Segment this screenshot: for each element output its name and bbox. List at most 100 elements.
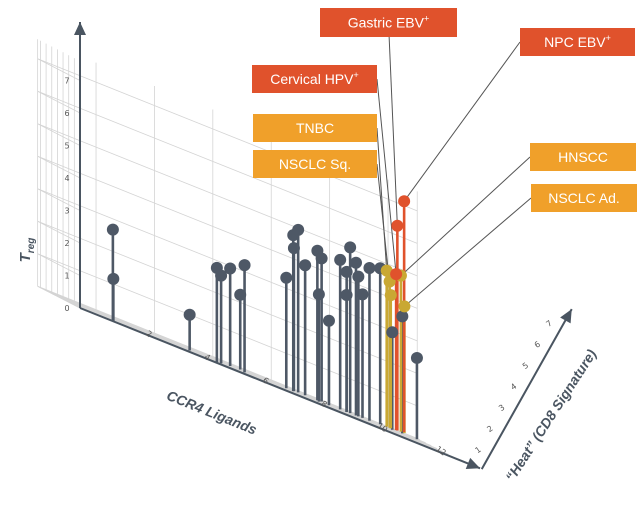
callout-box xyxy=(530,143,636,171)
back-wall-grid-line xyxy=(37,123,418,277)
y-axis-arrow xyxy=(74,22,86,35)
x-tick-label: 6 xyxy=(261,376,270,386)
callout-label-text: Cervical HPV xyxy=(270,71,354,87)
data-point xyxy=(234,288,247,301)
data-point xyxy=(299,259,312,272)
left-wall-grid-line xyxy=(37,253,81,276)
z-tick-label: 4 xyxy=(509,382,518,392)
y-axis-title-main: T xyxy=(17,251,34,262)
data-point xyxy=(238,259,251,272)
x-axis-arrow xyxy=(465,457,481,470)
back-wall-grid-line xyxy=(37,90,418,244)
callout-label-sup: + xyxy=(606,33,611,43)
floor-grid-line xyxy=(51,293,432,446)
lollipop-stems xyxy=(111,201,419,440)
callout-label-text: NSCLC Sq. xyxy=(279,156,351,172)
data-point xyxy=(396,310,409,323)
callout-box xyxy=(252,65,377,93)
callout-box xyxy=(520,28,635,56)
callout-label-text: HNSCC xyxy=(558,149,608,165)
data-point xyxy=(356,288,369,301)
data-point xyxy=(334,253,347,266)
data-point xyxy=(380,264,393,277)
y-tick-label: 6 xyxy=(64,109,69,118)
callout-label: NSCLC Ad. xyxy=(548,190,620,206)
callout-label-text: NSCLC Ad. xyxy=(548,190,620,206)
y-tick-label: 3 xyxy=(64,207,69,216)
data-point xyxy=(352,270,365,283)
data-point xyxy=(390,268,403,281)
callout-box xyxy=(253,150,377,178)
y-tick-label: 7 xyxy=(64,77,69,86)
data-point xyxy=(107,272,120,285)
z-tick-label: 1 xyxy=(473,445,482,455)
data-point xyxy=(287,242,300,255)
left-wall-grid-line xyxy=(37,58,81,81)
floor-grid-line xyxy=(62,298,443,452)
floor-grid-line xyxy=(68,301,449,455)
callout-label-text: NPC EBV xyxy=(544,34,606,50)
y-tick-label: 2 xyxy=(64,239,69,248)
data-point xyxy=(349,256,362,269)
data-point xyxy=(391,219,404,232)
data-point xyxy=(398,195,411,208)
z-axis-arrow xyxy=(560,309,572,324)
floor-grid-line xyxy=(57,296,438,449)
axes xyxy=(74,22,573,470)
data-point xyxy=(312,288,325,301)
data-point xyxy=(340,288,353,301)
callouts: Gastric EBV+NPC EBV+Cervical HPV+TNBCNSC… xyxy=(252,8,637,212)
callout-label-sup: + xyxy=(353,70,358,80)
data-point xyxy=(106,223,119,236)
z-tick-label: 7 xyxy=(545,319,554,329)
callout-leader-line xyxy=(376,127,388,271)
y-axis-title-sub: reg xyxy=(26,238,37,254)
x-tick-label: 12 xyxy=(434,444,448,457)
z-tick-label: 6 xyxy=(533,340,542,350)
callout-leaders xyxy=(376,22,532,307)
data-point xyxy=(344,241,357,254)
back-wall-grid-line xyxy=(37,220,418,374)
callout-label: NPC EBV+ xyxy=(544,33,611,50)
data-point xyxy=(183,308,196,321)
callout-label-text: Gastric EBV xyxy=(348,15,425,31)
callout-label-text: TNBC xyxy=(296,120,334,136)
back-wall-grid-line xyxy=(37,253,418,407)
callout-box xyxy=(531,184,637,212)
x-axis-line xyxy=(79,307,481,470)
back-wall-grid-line xyxy=(37,58,418,212)
z-tick-label: 3 xyxy=(497,403,506,413)
data-point xyxy=(386,326,399,339)
left-wall-grid-line xyxy=(37,155,81,179)
left-wall-grid-line xyxy=(37,188,81,211)
callout-box xyxy=(253,114,377,142)
back-wall-grid-line xyxy=(37,285,418,439)
x-tick-label: 4 xyxy=(203,352,212,362)
left-wall-grid-line xyxy=(37,90,81,114)
data-point xyxy=(315,252,328,265)
callout-leader-line xyxy=(388,22,398,226)
callout-box xyxy=(320,8,457,37)
data-point xyxy=(398,300,411,313)
z-axis-title: “Heat” (CD8 Signature) xyxy=(502,346,599,484)
y-tick-label: 4 xyxy=(64,174,69,183)
z-axis-line xyxy=(480,308,573,470)
data-point xyxy=(363,261,376,274)
data-point xyxy=(280,271,293,284)
callout-leader-line xyxy=(400,156,531,276)
back-wall-grid-line xyxy=(37,155,418,309)
callout-label-sup: + xyxy=(424,14,429,24)
data-point xyxy=(292,223,305,236)
y-tick-label: 1 xyxy=(64,272,69,281)
callout-leader-line xyxy=(376,78,397,275)
z-tick-label: 2 xyxy=(485,424,494,434)
callout-label: NSCLC Sq. xyxy=(279,156,351,172)
callout-leader-line xyxy=(404,197,532,307)
data-point xyxy=(224,262,237,275)
data-points xyxy=(106,195,423,364)
data-point xyxy=(322,314,335,327)
data-point xyxy=(384,289,397,302)
x-tick-label: 2 xyxy=(144,329,153,339)
callout-label: TNBC xyxy=(296,120,334,136)
